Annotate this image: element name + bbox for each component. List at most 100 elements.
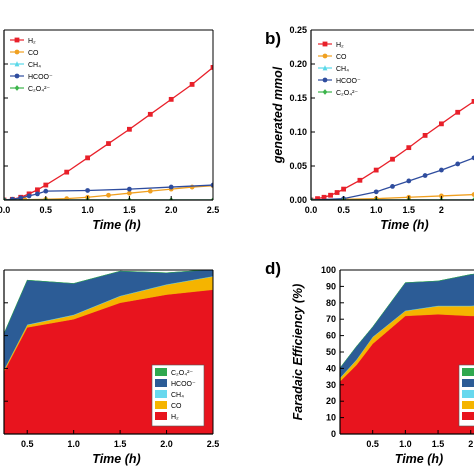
y-tick-label: 60	[326, 331, 336, 341]
legend-marker	[14, 61, 20, 67]
y-tick-label: 90	[326, 281, 336, 291]
legend-label: HCOO⁻	[28, 74, 53, 81]
data-point	[341, 186, 346, 192]
legend-label: CH₄	[171, 392, 184, 399]
legend-label: CO	[336, 54, 347, 61]
series-0	[311, 99, 474, 200]
x-tick-label: 0.5	[21, 439, 34, 449]
legend: H₂ CO CH₄ HCOO⁻ C₂O₄²⁻	[318, 41, 361, 97]
plot-area	[340, 273, 474, 434]
data-point	[43, 188, 49, 194]
data-point	[390, 184, 395, 189]
area-series-0	[340, 314, 474, 434]
chart-panel-3: 0.5 1.0 1.5 2.0 2.5 Time (h) C₂O₄²⁻ HCOO⁻ CH₄ CO H…	[3, 269, 220, 466]
y-tick-label: 0	[331, 429, 336, 439]
y-tick-label: 40	[326, 363, 336, 373]
data-point	[126, 186, 132, 192]
data-point	[127, 126, 132, 132]
data-point	[471, 99, 474, 104]
legend-marker	[322, 65, 328, 71]
legend-swatch	[462, 401, 474, 409]
data-point	[210, 65, 213, 70]
data-point	[455, 109, 461, 115]
data-point	[35, 191, 40, 197]
series-3	[4, 182, 213, 200]
legend-marker	[322, 77, 328, 83]
data-point	[406, 178, 412, 184]
series-line	[4, 184, 213, 200]
x-tick-label: 0.5	[366, 439, 379, 449]
x-tick-label: 0.0	[0, 205, 10, 215]
plot-area	[4, 65, 213, 200]
data-point	[439, 121, 444, 127]
x-tick-label: 1.0	[67, 439, 80, 449]
y-tick-label: 0.25	[289, 25, 307, 35]
data-point	[406, 145, 412, 151]
panel-label: b)	[265, 29, 281, 48]
data-point	[18, 195, 24, 200]
legend-label: C₂O₄²⁻	[28, 86, 50, 93]
x-axis-label: Time (h)	[395, 452, 443, 466]
data-point	[471, 155, 474, 161]
data-point	[210, 182, 213, 188]
legend-label: HCOO⁻	[171, 381, 196, 388]
area-series-4	[340, 273, 474, 369]
data-point	[64, 196, 70, 200]
y-axis-label: generated mmol	[271, 66, 285, 164]
legend-swatch	[462, 379, 474, 387]
data-point	[357, 177, 363, 183]
area-series-4	[4, 270, 209, 334]
x-tick-label: 2	[468, 439, 473, 449]
legend: H₂ CO CH₄ HCOO⁻ C₂O₄²⁻	[10, 37, 53, 93]
data-point	[85, 188, 90, 193]
x-tick-label: 1.0	[370, 205, 383, 215]
data-point	[64, 169, 70, 175]
data-point	[22, 197, 28, 200]
data-point	[147, 111, 153, 117]
data-point	[390, 156, 395, 162]
data-point	[26, 193, 32, 199]
x-tick-label: 1.5	[123, 205, 136, 215]
legend-marker	[14, 73, 20, 79]
legend-marker	[322, 41, 328, 47]
legend-swatch	[462, 390, 474, 398]
legend-label: H₂	[171, 414, 179, 421]
legend-swatch	[155, 379, 167, 387]
x-tick-label: 2.5	[207, 205, 220, 215]
x-axis-label: Time (h)	[92, 452, 140, 466]
chart-panel-2: 0.0 0.5 1.0 1.5 2 0.00 0.05 0.10 0.15 0.20 0.25 Tim…	[265, 25, 474, 232]
legend-label: HCOO⁻	[336, 78, 361, 85]
y-tick-label: 0.05	[289, 161, 307, 171]
legend-marker	[14, 85, 20, 91]
data-point	[373, 189, 379, 195]
data-point	[471, 192, 474, 197]
legend-swatch	[155, 390, 167, 398]
legend-marker	[14, 37, 20, 43]
x-axis-label: Time (h)	[380, 218, 428, 232]
data-point	[439, 193, 444, 199]
legend-label: CO	[171, 403, 182, 410]
data-point	[106, 141, 111, 146]
y-tick-label: 30	[326, 380, 336, 390]
legend-label: CH₄	[28, 62, 41, 69]
data-point	[35, 187, 40, 193]
legend-marker	[322, 89, 328, 95]
x-tick-label: 2.5	[207, 439, 220, 449]
x-tick-label: 1.0	[399, 439, 412, 449]
y-tick-label: 50	[326, 347, 336, 357]
y-tick-label: 0.00	[289, 195, 307, 205]
x-tick-label: 2.0	[160, 439, 173, 449]
legend-label: CH₄	[336, 66, 349, 73]
y-tick-label: 0.10	[289, 127, 307, 137]
legend-swatch	[155, 412, 167, 420]
legend-label: CO	[28, 50, 39, 57]
data-point	[43, 182, 49, 188]
data-point	[189, 82, 195, 87]
legend-swatch	[155, 368, 167, 376]
legend-marker	[14, 49, 20, 55]
legend-label: H₂	[28, 38, 36, 45]
data-point	[315, 196, 320, 200]
